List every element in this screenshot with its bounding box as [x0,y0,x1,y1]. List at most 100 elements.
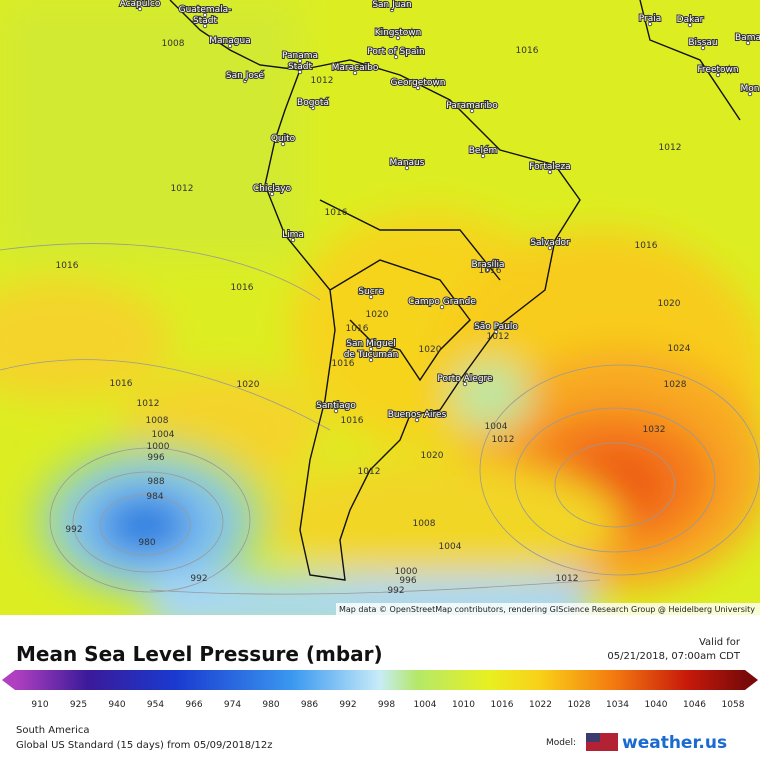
region: South America [16,725,90,736]
attribution-bg [336,603,760,615]
city-dot [269,191,275,197]
city-dot [480,153,486,159]
city-dot [547,169,553,175]
colorbar-ticks: 910 925 940 954 966 974 980 986 992 998 1004 1010 10… [31,700,744,710]
city-label: Freetown [697,65,738,75]
city-dot [297,69,303,75]
city-label: Buenos Aires [388,410,447,420]
city-label: Bissau [688,38,717,48]
isobar-label: 996 [399,576,416,586]
city-label: Campo Grande [408,297,476,307]
colorbar-tick-label: 1028 [568,700,591,710]
city-dot [137,6,143,12]
colorbar-arrow-left [2,670,15,690]
colorbar-tick-label: 1040 [645,700,668,710]
isobar-label: 992 [387,586,404,596]
isobar-label: 1016 [110,379,133,389]
colorbar-tick-label: 1058 [722,700,745,710]
valid-time: 05/21/2018, 07:00am CDT [607,651,741,662]
legend: Mean Sea Level Pressure (mbar) Valid for… [2,637,758,753]
attribution: Map data © OpenStreetMap contributors, r… [339,605,755,614]
colorbar-tick-label: 992 [339,700,356,710]
isobar-label: 1016 [231,283,254,293]
city-dot [687,22,693,28]
isobar-label: 1012 [556,574,579,584]
colorbar-tick-label: 986 [301,700,318,710]
colorbar [15,670,745,690]
city-dot [462,381,468,387]
city-dot [439,304,445,310]
city-label: Stadt [193,16,217,26]
brand: weather.us [622,733,727,753]
isobar-label: 1024 [668,344,691,354]
city-dot [227,43,233,49]
city-label: Port of Spain [367,47,424,57]
colorbar-tick-label: 1016 [491,700,514,710]
colorbar-arrow-right [745,670,758,690]
isobar-label: 996 [147,453,164,463]
city-dot [368,294,374,300]
colorbar-tick-label: 998 [378,700,395,710]
city-label: de Tucumán [344,350,399,360]
isobar-label: 1032 [643,425,666,435]
isobar-label: 1016 [346,324,369,334]
isobar-label: 1012 [311,76,334,86]
city-dot [469,108,475,114]
isobar-label: 1020 [658,299,681,309]
isobar-label: 1012 [137,399,160,409]
colorbar-tick-label: 966 [185,700,202,710]
city-label: Kingstown [375,28,422,38]
city-label: Santiago [316,401,356,411]
city-dot [414,417,420,423]
isobar-label: 1016 [516,46,539,56]
city-dot [202,12,208,18]
city-label: Panama [282,51,318,61]
isobar-label: 992 [190,574,207,584]
isobar-label: 1008 [413,519,436,529]
isobar-label: 1020 [421,451,444,461]
isobar-label: 1012 [358,467,381,477]
city-label: Quito [271,134,296,144]
isobar-label: 984 [146,492,163,502]
city-label: Managua [209,36,250,46]
city-label: Maracaibo [332,63,379,73]
city-dot [310,105,316,111]
city-dot [547,245,553,251]
isobar-label: 1016 [332,359,355,369]
isobar-label: 1012 [659,143,682,153]
isobar-label: 1004 [152,430,175,440]
city-dot [352,70,358,76]
city-label: Porto Alegre [437,374,493,384]
isobar-label: 1004 [485,422,508,432]
city-label: Praia [639,14,662,24]
city-dot [415,85,421,91]
isobar-label: 1000 [395,567,418,577]
city-label: San Juan [372,0,411,10]
isobar-label: 1016 [341,416,364,426]
isobar-labels: 1008 1012 1016 1012 1012 1016 1016 1016 1016 1020… [56,39,691,596]
city-dot [404,165,410,171]
city-dot [493,329,499,335]
city-dot [393,54,399,60]
city-label: Mon [741,84,760,94]
flag-canton [586,733,600,742]
city-dot [647,21,653,27]
city-label: Dakar [677,15,704,25]
coastline [169,0,741,581]
city-dot [715,72,721,78]
model-label: Model: [546,738,576,748]
city-dot [297,58,303,64]
isobar-label: 1012 [492,435,515,445]
colorbar-tick-label: 1022 [529,700,552,710]
colorbar-tick-label: 980 [262,700,279,710]
isobars [0,243,760,595]
city-dot [389,7,395,13]
isobar-label: 980 [138,538,155,548]
isobar-label: 1016 [325,208,348,218]
isobar-label: 1016 [479,266,502,276]
city-label: San José [226,70,265,81]
city-label: Brasília [471,260,504,270]
pressure-field [0,0,760,615]
